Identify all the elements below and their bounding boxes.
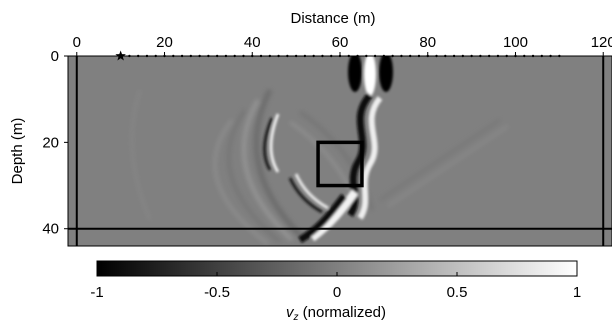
receiver-dot — [373, 54, 377, 58]
x-tick-label: 80 — [419, 34, 436, 51]
y-tick-label: 40 — [42, 221, 59, 238]
receiver-dot — [417, 54, 421, 58]
receiver-dot — [408, 54, 412, 58]
wavefield-plot — [67, 50, 612, 247]
x-tick-label: 60 — [332, 34, 349, 51]
receiver-dot — [154, 54, 157, 58]
receiver-dot — [452, 54, 456, 58]
receiver-dot — [496, 54, 500, 58]
receiver-dot — [294, 54, 298, 58]
colorbar-tick-label: -1 — [90, 284, 103, 301]
receiver-dot — [303, 54, 307, 58]
receiver-dot — [277, 54, 280, 58]
colorbar-label: vz (normalized) — [286, 304, 386, 320]
receiver-dot — [365, 54, 368, 58]
receiver-dot — [224, 54, 228, 58]
receiver-dot — [347, 54, 350, 58]
receiver-dot — [286, 54, 289, 58]
receiver-dot — [391, 54, 394, 58]
receiver-dot — [242, 54, 245, 58]
receiver-dot — [207, 54, 210, 58]
wavefield-image — [130, 56, 509, 246]
receiver-dot — [479, 54, 482, 58]
receiver-dot — [259, 54, 263, 58]
receiver-dot — [523, 54, 526, 58]
colorbar-tick-label: 1 — [573, 284, 581, 301]
colorbar-label-subscript: z — [292, 312, 298, 320]
y-tick-label: 0 — [51, 48, 59, 65]
receiver-dot — [312, 54, 315, 58]
y-tick-label: 20 — [42, 134, 59, 151]
receiver-dot — [136, 54, 140, 58]
receiver-dot — [128, 54, 131, 58]
x-tick-label: 40 — [244, 34, 261, 51]
x-tick-label: 100 — [503, 34, 528, 51]
x-tick-label: 120 — [591, 34, 612, 51]
receiver-dot — [330, 54, 333, 58]
receiver-dot — [435, 54, 438, 58]
colorbar-tick-label: -0.5 — [204, 284, 230, 301]
receiver-dot — [321, 54, 324, 58]
receiver-dot — [356, 54, 359, 58]
colorbar-label-main: v — [286, 304, 295, 320]
source-star-icon — [115, 50, 126, 61]
x-axis: 0 20 40 60 80 100 120 — [73, 34, 612, 56]
receiver-dot — [487, 54, 491, 58]
target-box — [316, 140, 364, 188]
colorbar-label-suffix: (normalized) — [298, 304, 386, 320]
x-tick-label: 0 — [73, 34, 81, 51]
receiver-dot — [382, 54, 386, 58]
receiver-dot — [444, 54, 447, 58]
receiver-dot — [233, 54, 236, 58]
receiver-dot — [531, 54, 535, 58]
receiver-dot — [540, 54, 544, 58]
colorbar-tick-label: 0 — [333, 284, 341, 301]
receiver-dot — [505, 54, 508, 58]
receiver-dot — [400, 54, 403, 58]
receiver-dot — [198, 54, 201, 58]
receiver-dot — [558, 54, 561, 58]
receiver-dot — [461, 54, 465, 58]
receiver-dot — [145, 54, 149, 58]
colorbar-tick-label: 0.5 — [447, 284, 468, 301]
colorbar: -1 -0.5 0 0.5 1 vz (normalized) — [90, 260, 581, 320]
receiver-dot — [549, 54, 552, 58]
x-tick-label: 20 — [156, 34, 173, 51]
receiver-dot — [215, 54, 219, 58]
y-axis-label: Depth (m) — [9, 118, 26, 185]
y-axis: 0 20 40 — [42, 48, 68, 238]
receiver-dot — [268, 54, 272, 58]
receiver-dot — [172, 54, 175, 58]
receiver-dot — [189, 54, 193, 58]
receiver-dot — [470, 54, 473, 58]
receiver-dot — [180, 54, 184, 58]
x-axis-label: Distance (m) — [290, 10, 375, 27]
